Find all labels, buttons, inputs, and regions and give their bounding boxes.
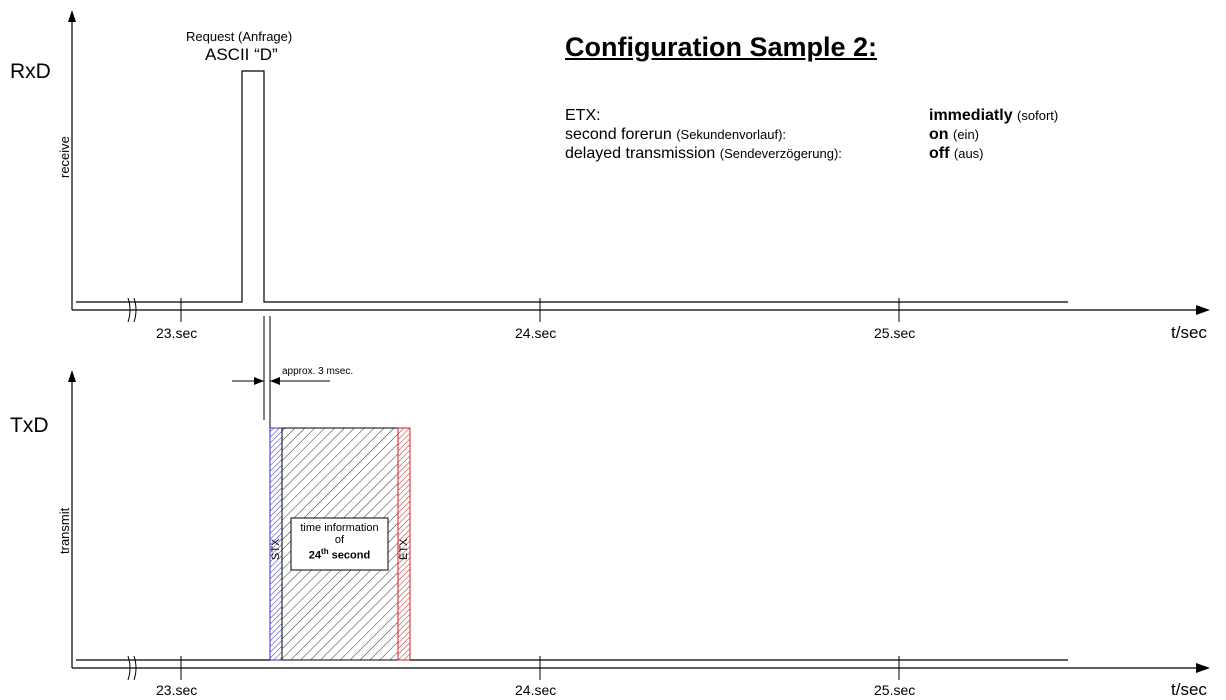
config-value-forerun: on (ein) <box>929 126 979 144</box>
txd-x-arrow <box>1196 663 1210 673</box>
rxd-y-arrow <box>68 10 76 22</box>
delay-marker <box>232 316 330 428</box>
stx-label: STX <box>270 538 282 560</box>
rxd-tick-label-23: 23.sec <box>156 325 198 341</box>
txd-unit-label: t/sec <box>1171 680 1207 699</box>
config-key-note: (Sekundenvorlauf): <box>676 127 787 142</box>
txd-tick-label-24: 24.sec <box>515 682 557 698</box>
time-info-line2: of <box>334 534 345 546</box>
txd-tick-label-25: 25.sec <box>874 682 916 698</box>
rxd-unit-label: t/sec <box>1171 323 1207 342</box>
config-value: on <box>929 126 949 143</box>
rxd-x-arrow <box>1196 305 1210 315</box>
delay-label: approx. 3 msec. <box>282 366 354 377</box>
time-info-line1: time information <box>300 522 379 534</box>
rxd-axis-name: RxD <box>10 60 51 83</box>
time-info-box <box>290 517 389 571</box>
config-key: ETX: <box>565 107 601 124</box>
request-label: Request (Anfrage) <box>186 29 293 44</box>
etx-block <box>397 427 411 661</box>
txd-axis-name: TxD <box>10 414 49 437</box>
config-row-etx: ETX: <box>565 107 601 125</box>
config-value-note: (sofort) <box>1017 108 1059 123</box>
config-key-note: (Sendeverzögerung): <box>719 146 842 161</box>
etx-label: ETX <box>398 538 410 560</box>
rxd-tick-label-24: 24.sec <box>515 325 557 341</box>
time-info-text: time information of 24th second <box>291 522 388 562</box>
txd-frame <box>269 427 411 661</box>
txd-y-arrow <box>68 370 76 382</box>
rxd-vertical-label: receive <box>57 136 72 178</box>
rxd-axis-break <box>127 297 137 323</box>
txd-vertical-label: transmit <box>57 507 72 554</box>
config-row-delayed: delayed transmission (Sendeverzögerung): <box>565 145 842 163</box>
config-value-delayed: off (aus) <box>929 145 984 163</box>
txd-axis-break <box>127 655 137 681</box>
rxd-axes <box>68 10 1210 323</box>
config-row-forerun: second forerun (Sekundenvorlauf): <box>565 126 786 144</box>
rxd-signal <box>76 70 1068 303</box>
config-value: immediatly <box>929 107 1013 124</box>
txd-axes <box>68 370 1210 681</box>
config-value-etx: immediatly (sofort) <box>929 107 1058 125</box>
page-title: Configuration Sample 2: <box>565 32 878 62</box>
txd-tick-label-23: 23.sec <box>156 682 198 698</box>
config-key: delayed transmission <box>565 145 716 162</box>
config-value-note: (aus) <box>953 146 984 161</box>
config-value-note: (ein) <box>953 127 980 142</box>
time-info-line3: 24th second <box>308 547 371 562</box>
request-char: ASCII “D” <box>205 45 278 64</box>
config-value: off <box>929 145 950 162</box>
config-key: second forerun <box>565 126 672 143</box>
rxd-tick-label-25: 25.sec <box>874 325 916 341</box>
